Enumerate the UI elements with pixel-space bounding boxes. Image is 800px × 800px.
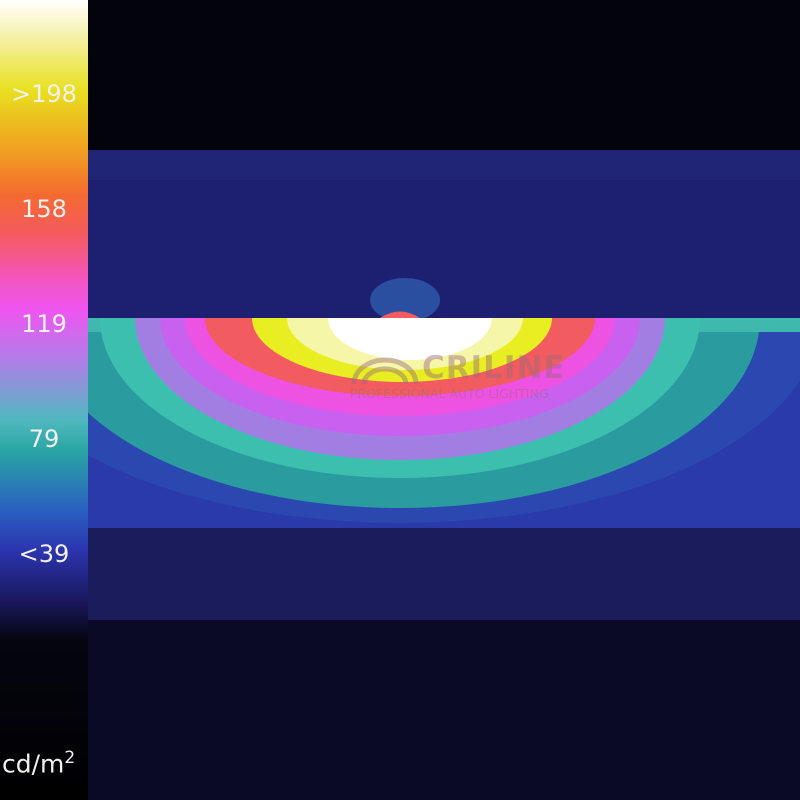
colorbar-tick: 79 (28, 425, 60, 453)
heatmap-image (88, 0, 800, 800)
logo-arcs-icon (351, 357, 419, 385)
colorbar-tick: >198 (11, 80, 77, 108)
colorbar-tick: 158 (21, 195, 67, 223)
colorbar-unit: cd/m2 (2, 748, 76, 779)
colorbar-tick: <39 (18, 540, 70, 568)
colorbar: >198 158 119 79 <39 cd/m2 (0, 0, 88, 800)
floor-region (88, 620, 800, 800)
hotspot-glow (370, 278, 440, 322)
colorbar-tick: 119 (21, 310, 67, 338)
beam-pattern (88, 318, 800, 528)
